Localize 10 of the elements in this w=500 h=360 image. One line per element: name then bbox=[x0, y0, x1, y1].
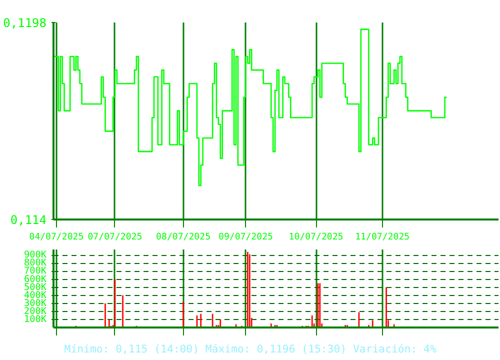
x-tick-label: 09/07/2025 bbox=[218, 232, 273, 242]
x-tick-label: 07/07/2025 bbox=[88, 232, 142, 242]
x-tick-label: 11/07/2025 bbox=[355, 232, 410, 242]
x-tick-label: 08/07/2025 bbox=[156, 232, 211, 242]
y-tick-label: 0,114 bbox=[10, 213, 46, 227]
y-tick-label: 0,1198 bbox=[3, 16, 47, 30]
x-tick-label: 04/07/2025 bbox=[29, 232, 84, 242]
y-tick-label: 100K bbox=[24, 314, 47, 325]
text: Mínimo: 0,115 (14:00) Máximo: 0,1196 (15:30) Variación: 4% bbox=[64, 342, 437, 356]
x-tick-label: 10/07/2025 bbox=[288, 232, 344, 242]
